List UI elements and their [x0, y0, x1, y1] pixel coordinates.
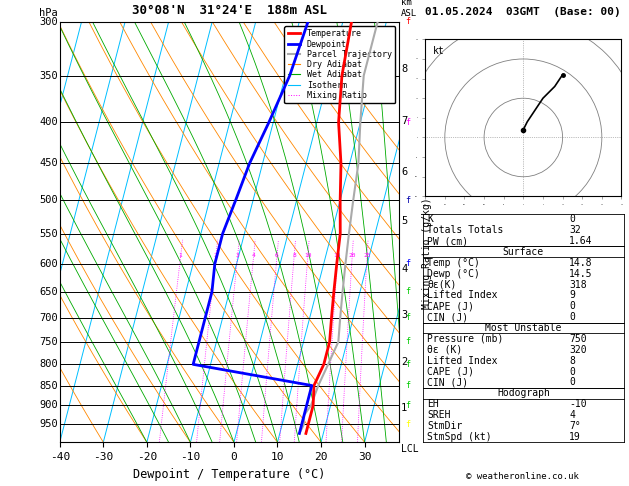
- Text: f: f: [405, 337, 410, 347]
- Text: 7: 7: [401, 117, 408, 126]
- Text: hPa: hPa: [39, 8, 58, 17]
- Text: 0: 0: [569, 378, 575, 387]
- Text: 0: 0: [569, 301, 575, 312]
- Text: 19: 19: [569, 432, 581, 442]
- Text: 750: 750: [39, 337, 58, 347]
- Text: Lifted Index: Lifted Index: [427, 291, 498, 300]
- Text: 318: 318: [569, 279, 587, 290]
- Text: 450: 450: [39, 158, 58, 169]
- Text: 32: 32: [569, 225, 581, 235]
- Text: 20: 20: [348, 253, 356, 258]
- Text: 550: 550: [39, 228, 58, 239]
- Text: f: f: [405, 381, 410, 390]
- Legend: Temperature, Dewpoint, Parcel Trajectory, Dry Adiabat, Wet Adiabat, Isotherm, Mi: Temperature, Dewpoint, Parcel Trajectory…: [284, 26, 395, 103]
- Text: 01.05.2024  03GMT  (Base: 00): 01.05.2024 03GMT (Base: 00): [425, 7, 621, 17]
- Text: Lifted Index: Lifted Index: [427, 356, 498, 365]
- Text: © weatheronline.co.uk: © weatheronline.co.uk: [465, 472, 579, 481]
- Text: 0: 0: [569, 366, 575, 377]
- Text: Surface: Surface: [503, 247, 544, 257]
- Text: -10: -10: [569, 399, 587, 409]
- Text: 800: 800: [39, 359, 58, 369]
- Text: 900: 900: [39, 400, 58, 411]
- Text: 1: 1: [401, 403, 408, 413]
- Text: 0: 0: [569, 214, 575, 224]
- Text: 8: 8: [401, 64, 408, 74]
- Text: θε(K): θε(K): [427, 279, 457, 290]
- Text: PW (cm): PW (cm): [427, 236, 469, 246]
- Text: CAPE (J): CAPE (J): [427, 366, 474, 377]
- Text: 500: 500: [39, 195, 58, 205]
- Text: K: K: [427, 214, 433, 224]
- Text: f: f: [405, 313, 410, 322]
- Text: kt: kt: [433, 46, 445, 55]
- Text: 0: 0: [569, 312, 575, 322]
- Text: CIN (J): CIN (J): [427, 378, 469, 387]
- Text: 14.5: 14.5: [569, 269, 593, 278]
- Text: f: f: [405, 287, 410, 296]
- Text: CAPE (J): CAPE (J): [427, 301, 474, 312]
- Text: StmDir: StmDir: [427, 421, 462, 431]
- Text: CIN (J): CIN (J): [427, 312, 469, 322]
- Text: 700: 700: [39, 312, 58, 323]
- Text: 3: 3: [235, 253, 239, 258]
- Text: f: f: [405, 401, 410, 410]
- Text: LCL: LCL: [401, 444, 419, 454]
- Text: 1.64: 1.64: [569, 236, 593, 246]
- Text: 750: 750: [569, 334, 587, 344]
- Text: 2: 2: [401, 357, 408, 367]
- Text: km
ASL: km ASL: [401, 0, 417, 17]
- Text: 650: 650: [39, 287, 58, 297]
- Text: 4: 4: [401, 263, 408, 274]
- Text: StmSpd (kt): StmSpd (kt): [427, 432, 492, 442]
- Text: 8: 8: [292, 253, 296, 258]
- Text: 25: 25: [364, 253, 370, 258]
- Text: 5: 5: [401, 216, 408, 226]
- Text: 3: 3: [401, 310, 408, 320]
- Text: 2: 2: [214, 253, 218, 258]
- Text: 7°: 7°: [569, 421, 581, 431]
- Text: f: f: [405, 260, 410, 268]
- Text: 6: 6: [401, 167, 408, 177]
- Text: EH: EH: [427, 399, 439, 409]
- Text: 4: 4: [252, 253, 255, 258]
- Text: Pressure (mb): Pressure (mb): [427, 334, 504, 344]
- X-axis label: Dewpoint / Temperature (°C): Dewpoint / Temperature (°C): [133, 468, 326, 481]
- Text: Mixing Ratio (g/kg): Mixing Ratio (g/kg): [421, 197, 431, 309]
- Text: 10: 10: [304, 253, 311, 258]
- Text: 950: 950: [39, 419, 58, 429]
- Text: 320: 320: [569, 345, 587, 355]
- Text: 9: 9: [569, 291, 575, 300]
- Text: 1: 1: [179, 253, 182, 258]
- Text: Dewp (°C): Dewp (°C): [427, 269, 480, 278]
- Text: f: f: [405, 118, 410, 127]
- Text: f: f: [405, 420, 410, 429]
- Text: 16: 16: [334, 253, 342, 258]
- Text: Most Unstable: Most Unstable: [485, 323, 562, 333]
- Text: f: f: [405, 360, 410, 369]
- Text: 850: 850: [39, 381, 58, 391]
- Text: 8: 8: [569, 356, 575, 365]
- Text: Temp (°C): Temp (°C): [427, 258, 480, 268]
- Text: f: f: [405, 196, 410, 205]
- Text: 6: 6: [275, 253, 279, 258]
- Text: 400: 400: [39, 117, 58, 127]
- Text: 30°08'N  31°24'E  188m ASL: 30°08'N 31°24'E 188m ASL: [132, 4, 327, 17]
- Text: 350: 350: [39, 70, 58, 81]
- Text: 4: 4: [569, 410, 575, 420]
- Text: SREH: SREH: [427, 410, 451, 420]
- Text: 300: 300: [39, 17, 58, 27]
- Text: θε (K): θε (K): [427, 345, 462, 355]
- Text: f: f: [405, 17, 410, 26]
- Text: 14.8: 14.8: [569, 258, 593, 268]
- Text: Totals Totals: Totals Totals: [427, 225, 504, 235]
- Text: Hodograph: Hodograph: [497, 388, 550, 399]
- Text: 600: 600: [39, 259, 58, 269]
